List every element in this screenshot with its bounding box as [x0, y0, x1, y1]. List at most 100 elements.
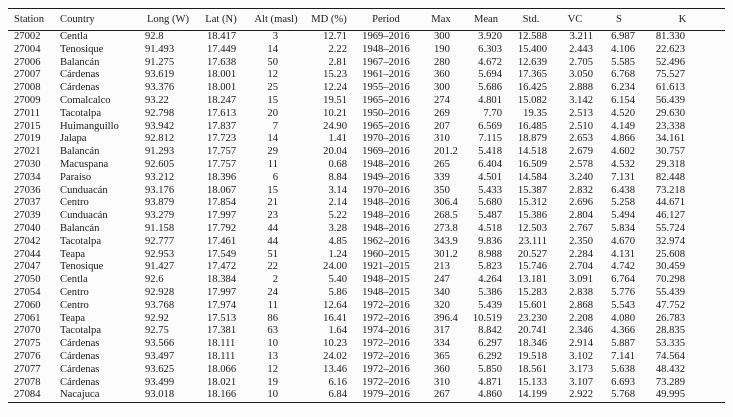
cell-station: 27077	[14, 363, 41, 375]
cell-alt: 3	[272, 31, 278, 42]
cell-long: 93.499	[145, 376, 175, 388]
cell-station: 27008	[14, 82, 41, 94]
cell-lat: 17.381	[207, 325, 237, 337]
cell-max: 247	[434, 274, 450, 286]
cell-s: 4.602	[611, 146, 635, 158]
cell-lat: 18.111	[207, 350, 236, 362]
cell-max: 339	[434, 171, 450, 183]
table-row: 27070 Tacotalpa 92.75 17.381 63 1.64 1974–2016…	[8, 325, 725, 338]
cell-s: 6.438	[611, 184, 635, 196]
cell-station: 27021	[14, 146, 41, 158]
table-row: 27007 Cárdenas 93.619 18.001 12 15.23 1961–201…	[8, 69, 725, 82]
cell-lat: 17.638	[207, 56, 237, 68]
cell-vc: 2.208	[569, 312, 593, 324]
cell-mean: 5.487	[478, 210, 502, 222]
cell-mean: 6.292	[478, 350, 502, 362]
cell-md: 6.16	[328, 376, 347, 388]
cell-md: 24.02	[323, 350, 347, 362]
table-row: 27004 Tenosique 91.493 17.449 14 2.22 1948–201…	[8, 44, 725, 57]
cell-md: 6.84	[328, 389, 347, 401]
cell-k: 52.496	[655, 56, 685, 68]
cell-lat: 17.461	[207, 235, 237, 247]
cell-country: Tacotalpa	[60, 325, 102, 337]
cell-std: 15.386	[517, 210, 547, 222]
table-row: 27002 Centla 92.8 18.417 3 12.71 1969–2016 300 3…	[8, 31, 725, 44]
cell-s: 5.494	[611, 210, 635, 222]
cell-s: 4.520	[611, 107, 635, 119]
cell-max: 265	[434, 158, 450, 170]
cell-max: 268.5	[434, 210, 458, 222]
cell-period: 1948–2016	[362, 210, 410, 222]
cell-lat: 18.021	[207, 376, 237, 388]
cell-station: 27009	[14, 94, 41, 106]
cell-station: 27037	[14, 197, 41, 209]
cell-max: 360	[434, 363, 450, 375]
cell-s: 5.768	[611, 389, 635, 401]
cell-std: 12.503	[517, 222, 547, 234]
cell-country: Cárdenas	[60, 69, 100, 81]
cell-mean: 5.823	[478, 261, 502, 273]
cell-s: 4.532	[611, 158, 635, 170]
cell-md: 20.04	[323, 146, 347, 158]
column-header-std: Std.	[522, 14, 540, 25]
cell-period: 1962–2016	[362, 235, 410, 247]
cell-country: Centla	[60, 274, 88, 286]
cell-country: Teapa	[60, 248, 86, 260]
cell-k: 75.527	[655, 69, 685, 81]
cell-station: 27034	[14, 171, 41, 183]
cell-mean: 5.694	[478, 69, 502, 81]
table-row: 27009 Comalcalco 93.22 18.247 15 19.51 1965–20…	[8, 95, 725, 108]
cell-long: 93.625	[145, 363, 175, 375]
cell-period: 1967–2016	[362, 56, 410, 68]
table-body: 27002 Centla 92.8 18.417 3 12.71 1969–2016 300 3…	[8, 31, 725, 403]
cell-lat: 18.417	[207, 31, 237, 42]
cell-period: 1969–2016	[362, 31, 410, 42]
cell-lat: 17.974	[207, 299, 237, 311]
cell-long: 92.605	[145, 158, 175, 170]
cell-lat: 18.396	[207, 171, 237, 183]
cell-vc: 3.102	[569, 350, 593, 362]
cell-s: 7.131	[611, 171, 635, 183]
cell-long: 93.279	[145, 210, 175, 222]
cell-max: 274	[434, 94, 450, 106]
cell-period: 1970–2016	[362, 184, 410, 196]
cell-mean: 6.303	[478, 43, 502, 55]
cell-period: 1948–2016	[362, 158, 410, 170]
cell-max: 269	[434, 107, 450, 119]
cell-country: Teapa	[60, 312, 86, 324]
cell-vc: 3.240	[569, 171, 593, 183]
cell-k: 55.439	[655, 286, 685, 298]
cell-lat: 18.166	[207, 389, 237, 401]
cell-std: 15.082	[517, 94, 547, 106]
cell-vc: 2.767	[569, 222, 593, 234]
cell-station: 27019	[14, 133, 41, 145]
cell-alt: 15	[267, 184, 278, 196]
cell-k: 44.671	[655, 197, 685, 209]
cell-station: 27011	[14, 107, 41, 119]
cell-alt: 25	[267, 82, 278, 94]
cell-lat: 17.837	[207, 120, 237, 132]
cell-md: 13.46	[323, 363, 347, 375]
cell-station: 27075	[14, 338, 41, 350]
cell-station: 27004	[14, 43, 41, 55]
cell-vc: 2.804	[569, 210, 593, 222]
cell-alt: 23	[267, 210, 278, 222]
cell-s: 6.234	[611, 82, 635, 94]
cell-max: 310	[434, 133, 450, 145]
cell-s: 6.768	[611, 69, 635, 81]
cell-s: 5.258	[611, 197, 635, 209]
cell-mean: 4.264	[478, 274, 502, 286]
cell-alt: 14	[267, 43, 278, 55]
cell-vc: 2.922	[569, 389, 593, 401]
cell-k: 74.564	[655, 350, 685, 362]
cell-std: 14.199	[517, 389, 547, 401]
cell-lat: 18.111	[207, 338, 236, 350]
cell-country: Comalcalco	[60, 94, 111, 106]
cell-period: 1972–2016	[362, 376, 410, 388]
column-header-alt: Alt (masl)	[254, 14, 298, 25]
table-row: 27040 Balancán 91.158 17.792 44 3.28 1948–2016…	[8, 223, 725, 236]
cell-lat: 18.001	[207, 69, 237, 81]
cell-s: 5.638	[611, 363, 635, 375]
cell-k: 73.218	[655, 184, 685, 196]
